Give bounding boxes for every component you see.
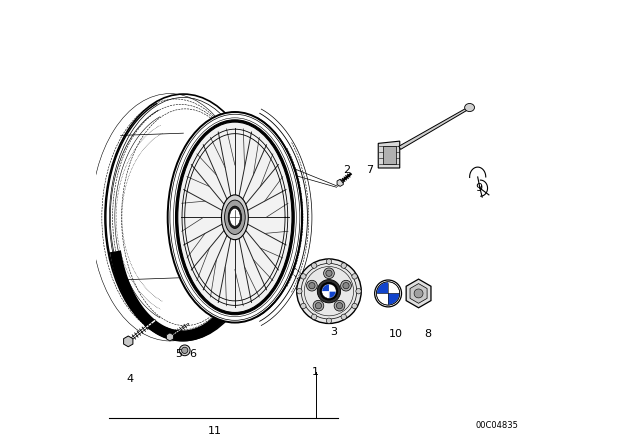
Circle shape (326, 259, 332, 264)
Polygon shape (399, 107, 470, 149)
Wedge shape (388, 293, 399, 305)
Circle shape (340, 280, 351, 291)
Circle shape (322, 284, 336, 298)
Circle shape (356, 289, 361, 294)
Polygon shape (124, 336, 133, 347)
Text: 4: 4 (126, 374, 133, 383)
Circle shape (414, 289, 423, 298)
Wedge shape (323, 284, 329, 291)
Text: 11: 11 (208, 426, 221, 436)
Circle shape (334, 300, 345, 311)
Circle shape (374, 280, 401, 307)
Circle shape (341, 314, 346, 319)
Circle shape (313, 300, 324, 311)
Ellipse shape (465, 103, 474, 112)
Circle shape (352, 303, 357, 309)
Circle shape (301, 274, 306, 279)
Text: 3: 3 (330, 327, 337, 336)
Circle shape (337, 302, 342, 309)
Wedge shape (329, 291, 336, 298)
Polygon shape (378, 141, 400, 168)
Text: 10: 10 (389, 329, 403, 339)
Ellipse shape (175, 120, 294, 314)
Circle shape (312, 314, 317, 319)
Circle shape (182, 347, 188, 353)
Circle shape (324, 268, 334, 279)
Text: 2: 2 (343, 165, 351, 175)
Circle shape (326, 318, 332, 323)
Circle shape (297, 259, 361, 323)
Circle shape (179, 345, 190, 356)
Circle shape (307, 280, 317, 291)
Text: 5: 5 (175, 349, 182, 359)
Circle shape (312, 263, 317, 268)
Text: 7: 7 (365, 165, 373, 175)
Circle shape (317, 280, 340, 303)
Text: 9: 9 (476, 183, 483, 193)
Circle shape (343, 283, 349, 289)
Text: 8: 8 (424, 329, 431, 339)
Wedge shape (377, 282, 388, 293)
Text: 1: 1 (312, 367, 319, 377)
Text: 6: 6 (189, 349, 196, 359)
Ellipse shape (221, 195, 248, 240)
Circle shape (341, 263, 346, 268)
Circle shape (301, 303, 306, 309)
Polygon shape (166, 333, 173, 341)
Ellipse shape (105, 94, 262, 340)
Text: 00C04835: 00C04835 (476, 421, 518, 430)
Ellipse shape (178, 122, 292, 313)
Circle shape (297, 289, 302, 294)
Polygon shape (406, 279, 431, 308)
Circle shape (352, 274, 357, 279)
Circle shape (320, 282, 338, 300)
Bar (383, 146, 396, 164)
Circle shape (316, 302, 321, 309)
Ellipse shape (168, 112, 302, 323)
Circle shape (308, 283, 315, 289)
Ellipse shape (225, 200, 245, 234)
Ellipse shape (228, 206, 242, 228)
Polygon shape (337, 179, 343, 186)
Circle shape (326, 270, 332, 276)
Ellipse shape (230, 208, 240, 226)
Polygon shape (410, 284, 427, 303)
